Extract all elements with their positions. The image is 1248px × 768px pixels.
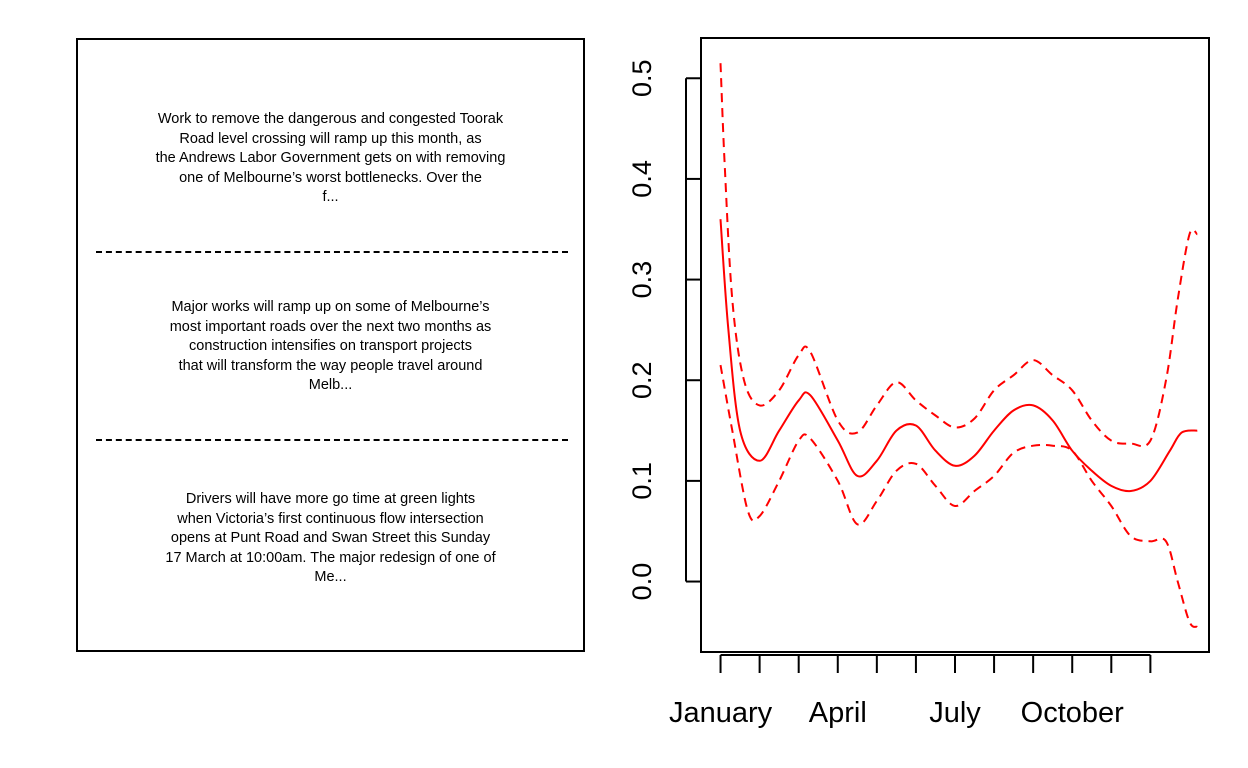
y-tick-label: 0.2 <box>627 361 657 399</box>
plot-frame <box>700 37 1210 653</box>
estimate-line <box>719 219 1198 493</box>
text-panel: Work to remove the dangerous and congest… <box>76 38 585 652</box>
y-tick-label: 0.4 <box>627 160 657 198</box>
upper-band-line <box>719 63 1199 448</box>
y-tick-label: 0.3 <box>627 261 657 299</box>
y-axis: 0.0 0.1 0.2 0.3 0.4 0.5 <box>627 59 700 600</box>
y-tick-label: 0.1 <box>627 462 657 500</box>
x-axis: January April July October <box>669 654 1152 729</box>
series-layer <box>719 63 1199 628</box>
news-excerpt-1: Work to remove the dangerous and congest… <box>155 111 506 205</box>
x-tick-label: October <box>1021 697 1124 729</box>
news-excerpt-3: Drivers will have more go time at green … <box>165 491 496 585</box>
y-tick-label: 0.0 <box>627 563 657 601</box>
lower-band-line <box>719 364 1198 628</box>
x-tick-label: July <box>929 697 981 729</box>
dashed-separator <box>96 251 568 253</box>
x-tick-label: January <box>669 697 773 729</box>
x-tick-label: April <box>809 697 867 729</box>
news-excerpt-2: Major works will ramp up on some of Melb… <box>169 299 492 393</box>
y-tick-label: 0.5 <box>627 59 657 97</box>
dashed-separator <box>96 439 568 441</box>
